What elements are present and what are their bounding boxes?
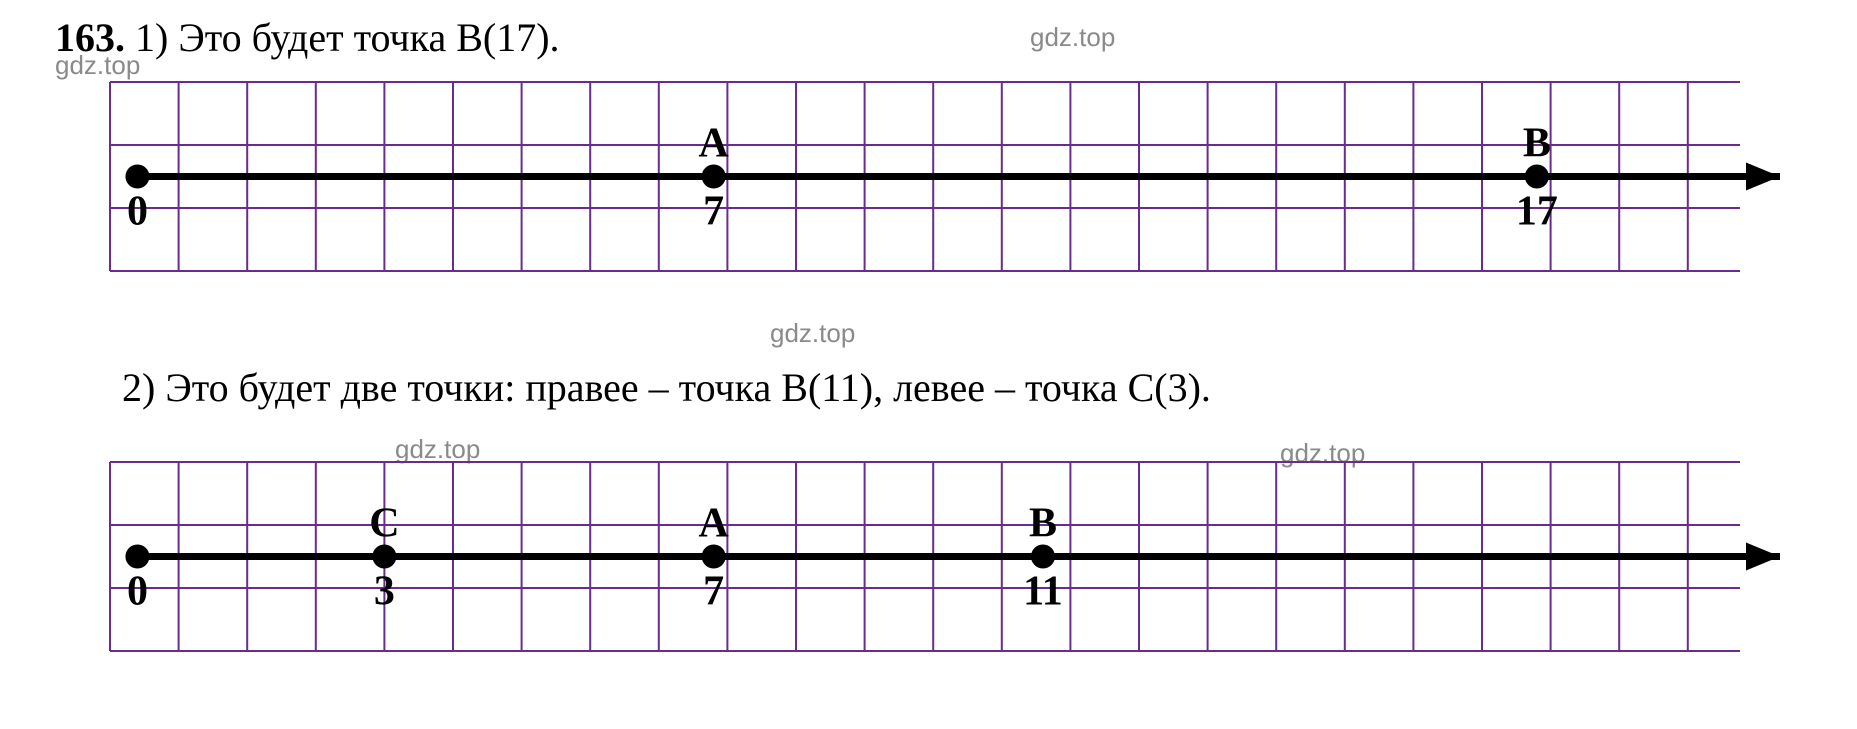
watermark: gdz.top: [55, 50, 140, 81]
number-line-diagram-1: 0 A 7 B 17: [110, 82, 1740, 272]
svg-text:0: 0: [127, 189, 148, 235]
svg-text:0: 0: [127, 569, 148, 615]
number-line-diagram-2: 0 C 3 A 7 B 11: [110, 462, 1740, 652]
svg-text:7: 7: [703, 569, 724, 615]
svg-text:A: A: [699, 501, 730, 547]
svg-text:11: 11: [1023, 569, 1063, 615]
watermark: gdz.top: [770, 318, 855, 349]
watermark: gdz.top: [395, 434, 480, 465]
svg-text:C: C: [369, 501, 399, 547]
page-content: 163. 1) Это будет точка B(17). gdz.top g…: [0, 0, 1857, 729]
watermark: gdz.top: [1030, 22, 1115, 53]
svg-text:7: 7: [703, 189, 724, 235]
svg-text:B: B: [1029, 501, 1057, 547]
svg-text:3: 3: [374, 569, 395, 615]
watermark-text: gdz.top: [1030, 22, 1115, 52]
svg-text:17: 17: [1516, 189, 1558, 235]
svg-text:B: B: [1523, 121, 1551, 167]
line1-text: 1) Это будет точка B(17).: [135, 15, 560, 60]
svg-text:A: A: [699, 121, 730, 167]
problem-line-2: 2) Это будет две точки: правее – точка B…: [122, 364, 1211, 411]
watermark-text: gdz.top: [395, 434, 480, 464]
watermark-text: gdz.top: [55, 50, 140, 80]
line2-text: 2) Это будет две точки: правее – точка B…: [122, 365, 1211, 410]
watermark-text: gdz.top: [770, 318, 855, 348]
